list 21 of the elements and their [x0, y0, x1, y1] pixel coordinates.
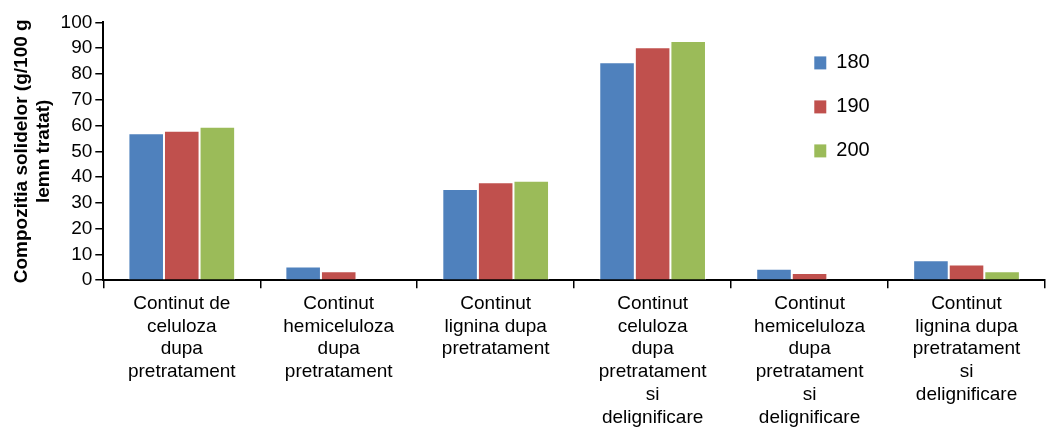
y-axis-title: Compozitia solidelor (g/100 g lemn tratat): [9, 19, 54, 284]
legend-label: 200: [836, 137, 870, 160]
legend-label: 180: [836, 49, 870, 72]
y-tick-label: 30: [71, 191, 93, 213]
x-tick-label: Continut hemiceluloza dupa pretratament si delignificare: [754, 291, 866, 427]
x-tick-label: Continut celuloza dupa pretratament si delignificare: [598, 291, 708, 427]
y-tick-label: 10: [71, 242, 93, 264]
x-tick-label: Continut lignina dupa pretratament si delignificare: [912, 291, 1022, 405]
y-tick-label: 60: [71, 113, 93, 135]
y-tick-label: 80: [71, 62, 93, 84]
y-tick-label: 90: [71, 36, 93, 58]
x-tick-label: Continut de celuloza dupa pretratament: [127, 291, 237, 382]
y-tick-label: 40: [71, 165, 93, 187]
y-tick-label: 50: [71, 139, 93, 161]
y-tick-label: 0: [81, 268, 93, 290]
legend-label: 190: [836, 93, 870, 116]
y-tick-label: 20: [71, 216, 93, 238]
x-tick-label: Continut lignina dupa pretratament: [441, 291, 551, 359]
y-tick-label: 100: [60, 10, 93, 32]
y-tick-label: 70: [71, 87, 93, 109]
x-tick-label: Continut hemiceluloza dupa pretratament: [283, 291, 395, 382]
